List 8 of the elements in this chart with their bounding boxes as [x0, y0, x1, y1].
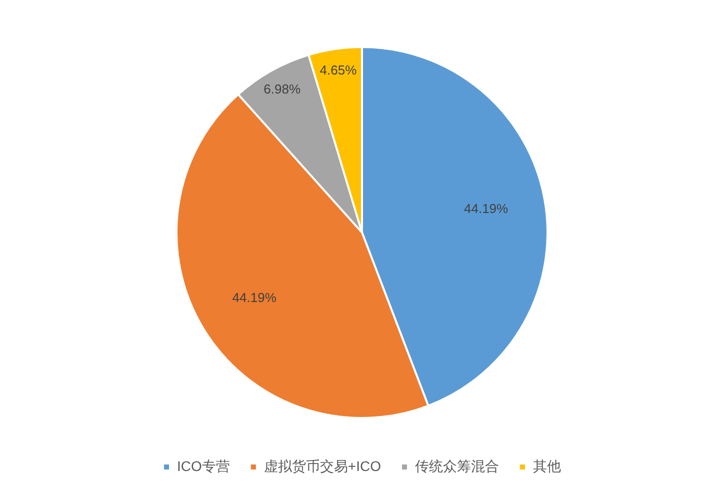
legend-label: 其他: [532, 458, 561, 474]
data-label: 44.19%: [232, 290, 277, 305]
legend-label: 虚拟货币交易+ICO: [264, 458, 382, 474]
data-label: 44.19%: [464, 201, 509, 216]
legend-label: ICO专营: [177, 458, 230, 474]
data-label: 6.98%: [264, 82, 301, 97]
data-label: 4.65%: [320, 62, 358, 78]
legend-label: 传统众筹混合: [414, 458, 499, 474]
